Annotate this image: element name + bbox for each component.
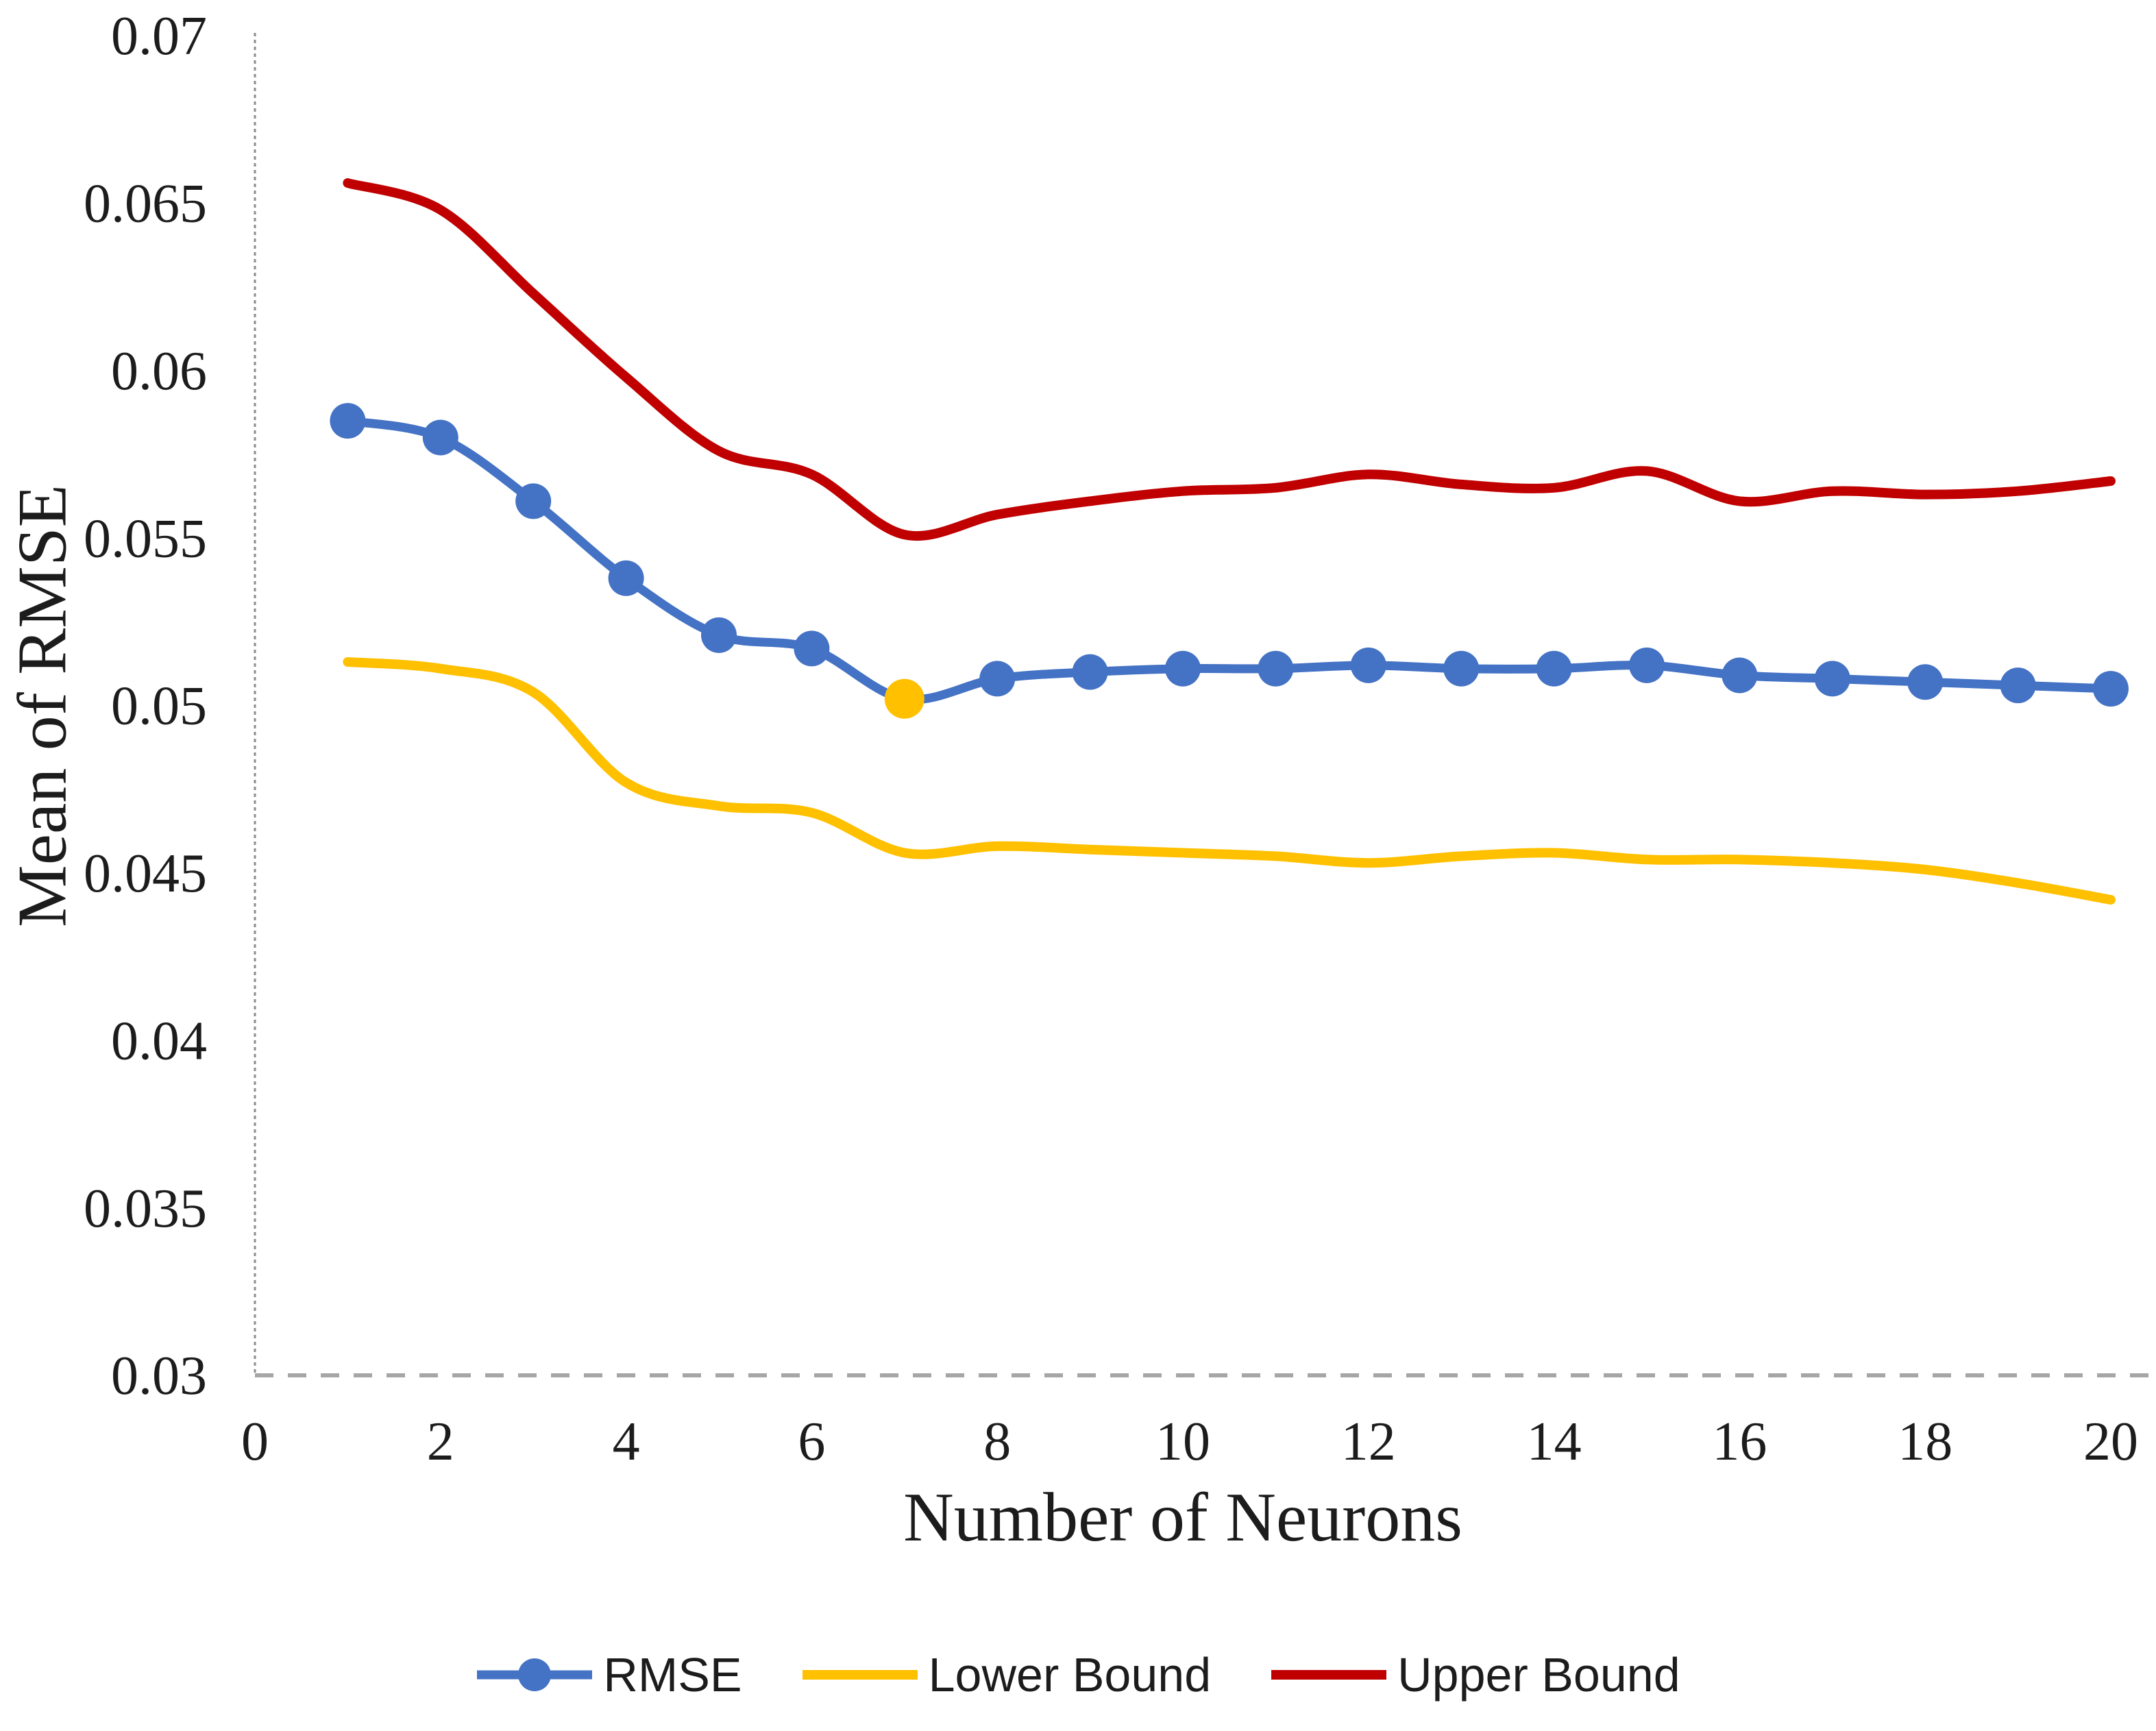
- rmse-marker: [1072, 654, 1108, 690]
- rmse-marker: [1536, 650, 1572, 687]
- legend-swatch-lower-bound-icon: [802, 1670, 918, 1680]
- rmse-marker: [1165, 650, 1201, 687]
- rmse-marker: [794, 630, 830, 667]
- rmse-marker: [422, 419, 458, 456]
- rmse-marker: [1258, 650, 1294, 687]
- x-tick-label: 8: [983, 1412, 1011, 1472]
- legend-swatch-rmse-icon: [477, 1658, 593, 1691]
- y-tick-label: 0.06: [111, 341, 207, 402]
- x-tick-label: 16: [1712, 1412, 1767, 1472]
- legend-item-rmse: RMSE: [476, 1647, 742, 1702]
- rmse-marker: [701, 617, 737, 653]
- legend-label-upper-bound: Upper Bound: [1397, 1648, 1680, 1702]
- x-tick-label: 20: [2083, 1412, 2138, 1472]
- legend-label-rmse: RMSE: [603, 1648, 742, 1702]
- highlighted-marker: [884, 678, 924, 719]
- x-tick-label: 14: [1527, 1412, 1582, 1472]
- series-upper-bound-line: [343, 178, 2116, 541]
- x-tick-label: 6: [798, 1412, 825, 1472]
- rmse-marker: [1350, 647, 1386, 683]
- x-tick-label: 0: [241, 1412, 269, 1472]
- legend-item-lower-bound: Lower Bound: [801, 1647, 1212, 1702]
- series-lower-bound-line: [343, 656, 2116, 905]
- y-axis-title: Mean of RMSE: [3, 484, 82, 927]
- x-tick-label: 12: [1341, 1412, 1396, 1472]
- y-tick-label: 0.045: [84, 844, 207, 904]
- rmse-marker: [2093, 671, 2129, 707]
- y-tick-label: 0.04: [111, 1011, 207, 1071]
- rmse-marker: [608, 560, 644, 596]
- y-tick-label: 0.035: [84, 1179, 207, 1239]
- rmse-marker: [979, 661, 1016, 697]
- rmse-marker: [1722, 657, 1758, 693]
- rmse-marker: [515, 483, 552, 519]
- x-tick-label: 18: [1898, 1412, 1952, 1472]
- legend-label-lower-bound: Lower Bound: [928, 1648, 1212, 1702]
- x-tick-label: 2: [427, 1412, 454, 1472]
- y-tick-label: 0.055: [84, 508, 207, 569]
- legend: RMSE Lower Bound Upper Bound: [0, 1647, 2156, 1702]
- rmse-marker: [330, 403, 366, 439]
- rmse-marker: [2000, 667, 2036, 704]
- legend-marker-dot-rmse: [518, 1658, 552, 1691]
- rmse-marker: [1629, 647, 1665, 683]
- rmse-marker: [1443, 650, 1480, 687]
- rmse-marker: [1814, 661, 1850, 697]
- y-tick-label: 0.05: [111, 676, 207, 737]
- x-tick-label: 4: [613, 1412, 640, 1472]
- y-tick-label: 0.07: [111, 6, 207, 66]
- rmse-marker: [1907, 664, 1944, 700]
- legend-item-upper-bound: Upper Bound: [1270, 1647, 1680, 1702]
- series-rmse-line: [343, 416, 2116, 704]
- legend-swatch-upper-bound-icon: [1271, 1670, 1387, 1680]
- x-axis-title: Number of Neurons: [903, 1479, 1462, 1556]
- x-tick-label: 10: [1155, 1412, 1210, 1472]
- y-tick-label: 0.065: [84, 174, 207, 234]
- y-tick-label: 0.03: [111, 1346, 207, 1406]
